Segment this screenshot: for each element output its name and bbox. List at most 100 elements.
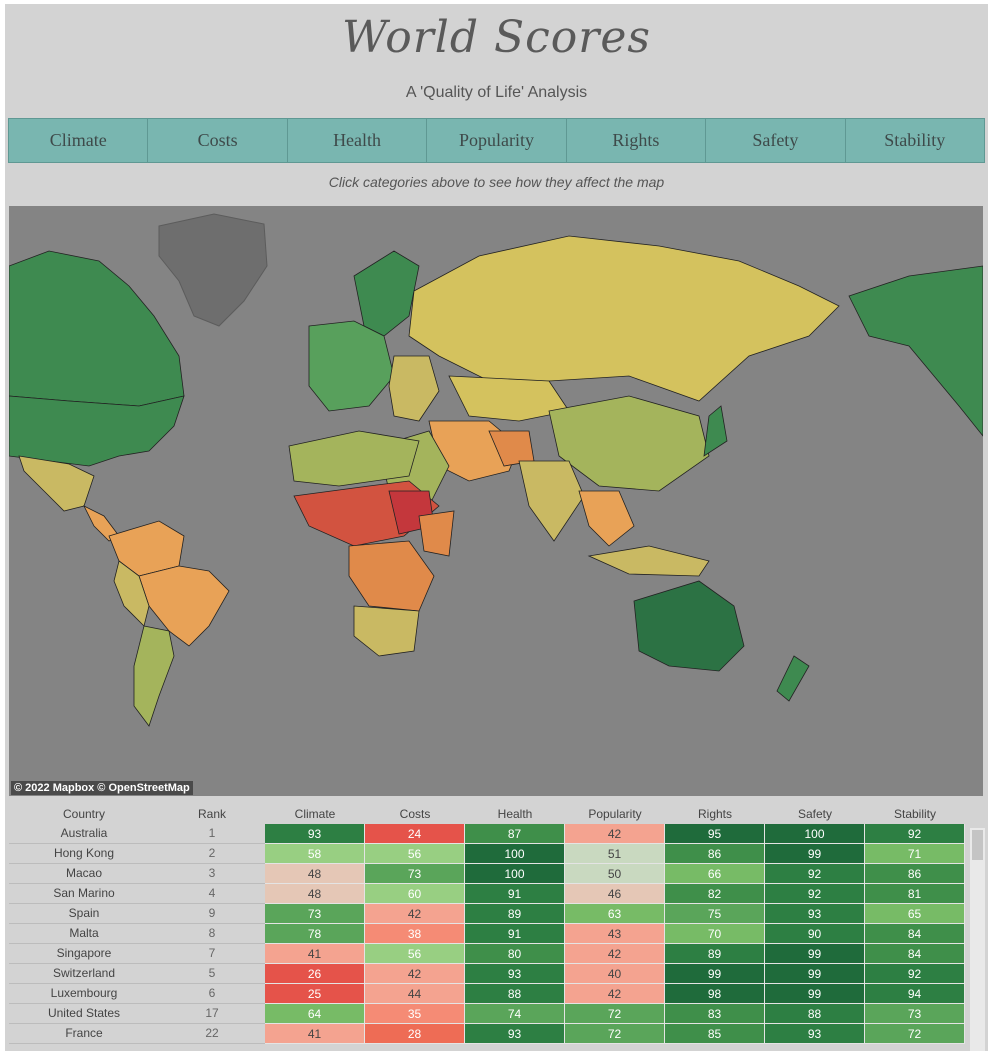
score-cell[interactable]: 83: [665, 1004, 765, 1024]
indonesia-shape[interactable]: [587, 545, 710, 577]
category-popularity-button[interactable]: Popularity: [427, 119, 567, 162]
score-cell[interactable]: 70: [665, 924, 765, 944]
score-cell[interactable]: 42: [565, 824, 665, 844]
score-cell[interactable]: 72: [565, 1024, 665, 1044]
score-cell[interactable]: 99: [765, 844, 865, 864]
score-cell[interactable]: 84: [865, 924, 965, 944]
score-cell[interactable]: 48: [265, 864, 365, 884]
score-cell[interactable]: 58: [265, 844, 365, 864]
score-cell[interactable]: 93: [265, 824, 365, 844]
score-cell[interactable]: 100: [465, 844, 565, 864]
score-cell[interactable]: 93: [465, 964, 565, 984]
score-cell[interactable]: 46: [565, 884, 665, 904]
southeast-asia-shape[interactable]: [578, 490, 635, 547]
score-cell[interactable]: 73: [265, 904, 365, 924]
score-cell[interactable]: 42: [565, 984, 665, 1004]
central-africa-shape[interactable]: [348, 540, 435, 612]
score-cell[interactable]: 42: [365, 904, 465, 924]
score-cell[interactable]: 86: [865, 864, 965, 884]
header-rank[interactable]: Rank: [197, 807, 226, 821]
header-popularity[interactable]: Popularity: [588, 807, 642, 821]
score-cell[interactable]: 85: [665, 1024, 765, 1044]
category-health-button[interactable]: Health: [288, 119, 428, 162]
north-africa-shape[interactable]: [288, 430, 420, 487]
category-stability-button[interactable]: Stability: [884, 130, 946, 150]
score-cell[interactable]: 81: [865, 884, 965, 904]
table-row[interactable]: Malta 8 78 38 91 43 70 90 84: [9, 924, 966, 944]
category-rights-button[interactable]: Rights: [567, 119, 707, 162]
score-cell[interactable]: 65: [865, 904, 965, 924]
score-cell[interactable]: 72: [865, 1024, 965, 1044]
score-cell[interactable]: 35: [365, 1004, 465, 1024]
score-cell[interactable]: 72: [565, 1004, 665, 1024]
score-cell[interactable]: 100: [765, 824, 865, 844]
australia-shape[interactable]: [633, 580, 745, 672]
score-cell[interactable]: 84: [865, 944, 965, 964]
score-cell[interactable]: 24: [365, 824, 465, 844]
header-rights[interactable]: Rights: [697, 807, 732, 821]
russia-shape[interactable]: [408, 235, 840, 402]
header-country[interactable]: Country: [62, 807, 106, 821]
eastern-europe-shape[interactable]: [388, 355, 440, 422]
score-cell[interactable]: 89: [465, 904, 565, 924]
category-costs-button[interactable]: Costs: [148, 119, 288, 162]
score-cell[interactable]: 73: [365, 864, 465, 884]
header-stability[interactable]: Stability: [893, 807, 937, 821]
mexico-shape[interactable]: [18, 455, 95, 512]
score-cell[interactable]: 87: [465, 824, 565, 844]
header-climate[interactable]: Climate: [294, 807, 336, 821]
score-cell[interactable]: 92: [765, 884, 865, 904]
header-costs[interactable]: Costs: [399, 807, 431, 821]
score-cell[interactable]: 50: [565, 864, 665, 884]
east-africa-shape[interactable]: [418, 510, 455, 557]
score-cell[interactable]: 99: [665, 964, 765, 984]
score-cell[interactable]: 92: [865, 824, 965, 844]
alaska-shape[interactable]: [848, 265, 983, 437]
score-cell[interactable]: 100: [465, 864, 565, 884]
japan-shape[interactable]: [703, 405, 728, 457]
score-cell[interactable]: 66: [665, 864, 765, 884]
score-cell[interactable]: 40: [565, 964, 665, 984]
header-safety[interactable]: Safety: [797, 807, 833, 821]
score-cell[interactable]: 64: [265, 1004, 365, 1024]
world-map[interactable]: © 2022 Mapbox © OpenStreetMap: [9, 206, 983, 796]
score-cell[interactable]: 48: [265, 884, 365, 904]
scrollbar-thumb[interactable]: [972, 830, 983, 860]
score-cell[interactable]: 73: [865, 1004, 965, 1024]
table-row[interactable]: Hong Kong 2 58 56 100 51 86 99 71: [9, 844, 966, 864]
score-cell[interactable]: 28: [365, 1024, 465, 1044]
score-cell[interactable]: 44: [365, 984, 465, 1004]
score-cell[interactable]: 91: [465, 924, 565, 944]
table-row[interactable]: Singapore 7 41 56 80 42 89 99 84: [9, 944, 966, 964]
usa-shape[interactable]: [9, 395, 185, 467]
score-cell[interactable]: 91: [465, 884, 565, 904]
map-canvas[interactable]: [9, 206, 983, 796]
score-cell[interactable]: 98: [665, 984, 765, 1004]
score-cell[interactable]: 86: [665, 844, 765, 864]
argentina-chile-shape[interactable]: [133, 625, 175, 727]
score-cell[interactable]: 41: [265, 1024, 365, 1044]
table-row[interactable]: Australia 1 93 24 87 42 95 100 92: [9, 824, 966, 844]
score-cell[interactable]: 25: [265, 984, 365, 1004]
kazakhstan-shape[interactable]: [448, 375, 570, 422]
table-row[interactable]: Luxembourg 6 25 44 88 42 98 99 94: [9, 984, 966, 1004]
southern-africa-shape[interactable]: [353, 605, 420, 657]
india-shape[interactable]: [518, 460, 585, 542]
score-cell[interactable]: 60: [365, 884, 465, 904]
score-cell[interactable]: 95: [665, 824, 765, 844]
score-cell[interactable]: 78: [265, 924, 365, 944]
score-cell[interactable]: 51: [565, 844, 665, 864]
score-cell[interactable]: 93: [765, 1024, 865, 1044]
score-cell[interactable]: 89: [665, 944, 765, 964]
score-cell[interactable]: 41: [265, 944, 365, 964]
table-row[interactable]: United States 17 64 35 74 72 83 88 73: [9, 1004, 966, 1024]
score-cell[interactable]: 80: [465, 944, 565, 964]
scandinavia-shape[interactable]: [353, 250, 420, 337]
score-cell[interactable]: 88: [765, 1004, 865, 1024]
score-cell[interactable]: 43: [565, 924, 665, 944]
score-cell[interactable]: 74: [465, 1004, 565, 1024]
category-safety-button[interactable]: Safety: [706, 119, 846, 162]
canada-shape[interactable]: [9, 250, 185, 407]
score-cell[interactable]: 99: [765, 944, 865, 964]
score-cell[interactable]: 90: [765, 924, 865, 944]
